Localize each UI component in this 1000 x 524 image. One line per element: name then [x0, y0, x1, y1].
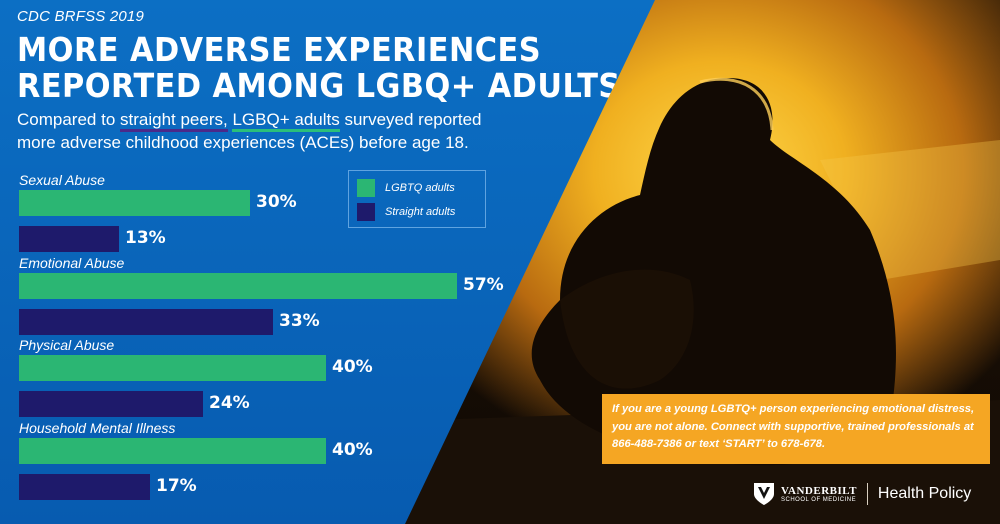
value-label: 33% [279, 311, 320, 331]
legend-swatch-lgbtq [357, 179, 375, 197]
value-label: 30% [256, 192, 297, 212]
bar-lgbtq [19, 190, 250, 216]
chart-legend: LGBTQ adults Straight adults [348, 170, 486, 228]
support-callout: If you are a young LGBTQ+ person experie… [602, 394, 990, 464]
logo-division: Health Policy [877, 485, 972, 502]
subtitle-line-1: Compared to straight peers, LGBQ+ adults… [17, 110, 482, 132]
category-label: Physical Abuse [19, 337, 115, 353]
legend-label-straight: Straight adults [385, 206, 456, 218]
bar-lgbtq [19, 273, 457, 299]
logo-name: VANDERBILT [781, 485, 857, 497]
bar-straight [19, 226, 119, 252]
value-label: 40% [332, 357, 373, 377]
subtitle-text: surveyed reported [339, 110, 482, 129]
value-label: 24% [209, 393, 250, 413]
subtitle-highlight-lgbq: LGBQ+ adults [232, 110, 340, 132]
legend-label-lgbtq: LGBTQ adults [385, 182, 455, 194]
logo-school: SCHOOL OF MEDICINE [781, 497, 857, 503]
legend-swatch-straight [357, 203, 375, 221]
legend-item-lgbtq: LGBTQ adults [357, 179, 455, 197]
subtitle-highlight-straight: straight peers, [120, 110, 228, 132]
subtitle-line-2: more adverse childhood experiences (ACEs… [17, 133, 469, 152]
headline-line-2: REPORTED AMONG LGBQ+ ADULTS [17, 66, 621, 105]
bar-straight [19, 391, 203, 417]
bar-straight [19, 309, 273, 335]
headline-line-1: MORE ADVERSE EXPERIENCES [17, 30, 542, 69]
category-label: Household Mental Illness [19, 420, 176, 436]
logo-text: VANDERBILT SCHOOL OF MEDICINE [781, 485, 857, 503]
subtitle-text: Compared to [17, 110, 120, 129]
value-label: 13% [125, 228, 166, 248]
logo-divider [866, 483, 868, 505]
bar-lgbtq [19, 355, 326, 381]
category-label: Sexual Abuse [19, 172, 105, 188]
value-label: 40% [332, 440, 373, 460]
bar-straight [19, 474, 150, 500]
value-label: 57% [463, 275, 504, 295]
vanderbilt-logo: VANDERBILT SCHOOL OF MEDICINE Health Pol… [753, 482, 971, 506]
legend-item-straight: Straight adults [357, 203, 455, 221]
category-label: Emotional Abuse [19, 255, 125, 271]
value-label: 17% [156, 476, 197, 496]
source-label: CDC BRFSS 2019 [17, 8, 145, 25]
vanderbilt-shield-icon [754, 483, 774, 505]
bar-lgbtq [19, 438, 326, 464]
